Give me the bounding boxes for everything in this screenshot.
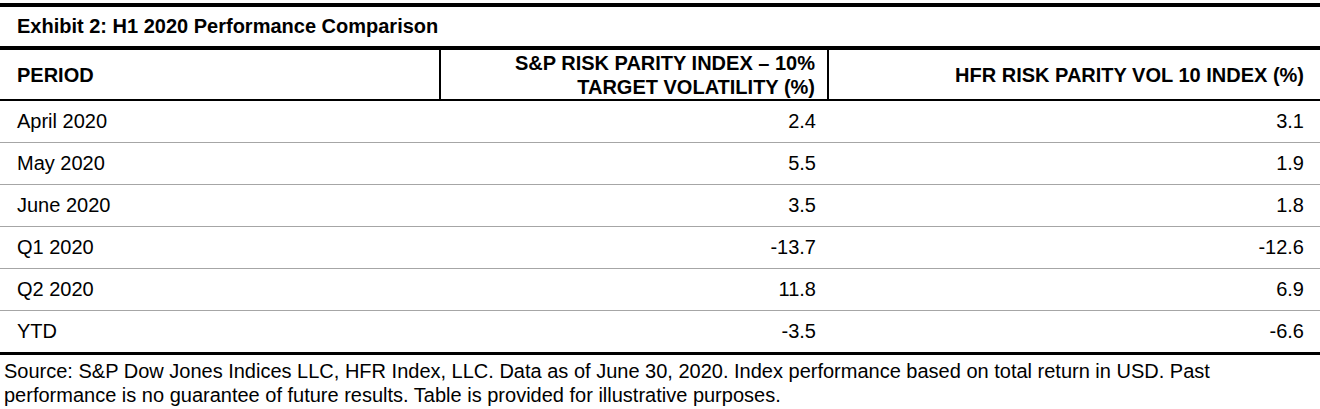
header-row: PERIOD S&P RISK PARITY INDEX – 10% TARGE…: [0, 48, 1320, 100]
table-row: June 2020 3.5 1.8: [0, 185, 1320, 227]
sp-value-cell: -3.5: [440, 311, 828, 354]
table-row: Q2 2020 11.8 6.9: [0, 269, 1320, 311]
hfr-value-cell: 6.9: [828, 269, 1320, 311]
hfr-value-cell: -12.6: [828, 227, 1320, 269]
sp-value-cell: 11.8: [440, 269, 828, 311]
table-row: May 2020 5.5 1.9: [0, 143, 1320, 185]
hfr-value-cell: 1.9: [828, 143, 1320, 185]
sp-value-cell: 5.5: [440, 143, 828, 185]
exhibit-page: Exhibit 2: H1 2020 Performance Compariso…: [0, 0, 1320, 409]
sp-value-cell: -13.7: [440, 227, 828, 269]
sp-value-cell: 2.4: [440, 100, 828, 143]
period-cell: Q1 2020: [0, 227, 440, 269]
performance-table: PERIOD S&P RISK PARITY INDEX – 10% TARGE…: [0, 46, 1320, 355]
period-cell: YTD: [0, 311, 440, 354]
period-cell: May 2020: [0, 143, 440, 185]
source-disclaimer-text: Source: S&P Dow Jones Indices LLC, HFR I…: [0, 355, 1318, 407]
hfr-value-cell: 1.8: [828, 185, 1320, 227]
table-row: YTD -3.5 -6.6: [0, 311, 1320, 354]
exhibit-title: Exhibit 2: H1 2020 Performance Compariso…: [0, 7, 1320, 46]
table-body: April 2020 2.4 3.1 May 2020 5.5 1.9 June…: [0, 100, 1320, 354]
table-header: PERIOD S&P RISK PARITY INDEX – 10% TARGE…: [0, 48, 1320, 100]
table-row: Q1 2020 -13.7 -12.6: [0, 227, 1320, 269]
hfr-value-cell: -6.6: [828, 311, 1320, 354]
table-row: April 2020 2.4 3.1: [0, 100, 1320, 143]
period-cell: Q2 2020: [0, 269, 440, 311]
sp-value-cell: 3.5: [440, 185, 828, 227]
hfr-value-cell: 3.1: [828, 100, 1320, 143]
period-cell: April 2020: [0, 100, 440, 143]
period-cell: June 2020: [0, 185, 440, 227]
column-header-hfr-risk-parity: HFR RISK PARITY VOL 10 INDEX (%): [828, 48, 1320, 100]
column-header-period: PERIOD: [0, 48, 440, 100]
column-header-sp-risk-parity: S&P RISK PARITY INDEX – 10% TARGET VOLAT…: [440, 48, 828, 100]
